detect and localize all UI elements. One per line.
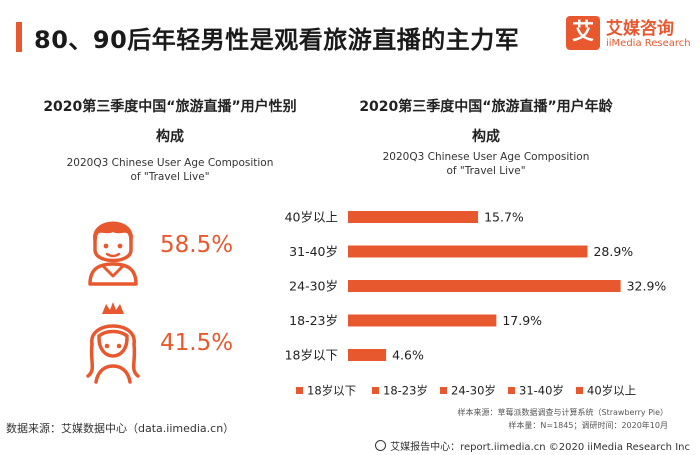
logo-text-cn: 艾媒咨询 <box>606 19 674 39</box>
female-user-icon <box>86 302 140 384</box>
report-footer: 艾媒报告中心：report.iimedia.cn ©2020 iiMedia R… <box>375 438 690 453</box>
brand-logo: 艾 艾媒咨询 iiMedia Research <box>566 12 691 60</box>
bar <box>348 314 497 327</box>
logo-text-en: iiMedia Research <box>606 38 691 49</box>
sample-source-note: 样本来源：草莓派数据调查与计算系统（Strawberry Pie） <box>457 408 668 417</box>
gender-chart-subtitle: 2020Q3 Chinese User Age Composition of "… <box>0 156 340 184</box>
value-label: 4.6% <box>392 348 424 363</box>
gender-chart-title: 2020第三季度中国“旅游直播”用户性别 构成 <box>0 92 340 152</box>
category-label: 18-23岁 <box>289 313 338 328</box>
legend-swatch <box>440 387 447 394</box>
value-label: 32.9% <box>627 279 667 294</box>
age-subtitle-line1: 2020Q3 Chinese User Age Composition <box>382 151 590 163</box>
gender-subtitle-line1: 2020Q3 Chinese User Age Composition <box>66 157 274 169</box>
legend-label: 18-23岁 <box>383 384 428 398</box>
bar <box>348 280 621 292</box>
title-accent-bar <box>16 22 22 52</box>
legend-label: 31-40岁 <box>519 384 564 398</box>
category-label: 31-40岁 <box>289 244 338 259</box>
report-center-icon <box>375 440 387 451</box>
female-percentage: 41.5% <box>160 330 234 356</box>
sample-size-note: 样本量：N=1845；调研时间：2020年10月 <box>508 421 668 430</box>
logo-mark: 艾 <box>566 16 600 50</box>
male-user-icon <box>88 221 138 286</box>
age-subtitle-line2: of "Travel Live" <box>446 165 526 177</box>
legend-label: 18岁以下 <box>307 384 356 398</box>
legend-label: 24-30岁 <box>451 384 496 398</box>
legend-swatch <box>508 387 515 394</box>
value-label: 17.9% <box>502 313 542 328</box>
gender-title-line2: 构成 <box>156 129 184 145</box>
gender-title-line1: 2020第三季度中国“旅游直播”用户性别 <box>43 99 297 115</box>
category-label: 24-30岁 <box>289 279 338 294</box>
legend-swatch <box>576 387 583 394</box>
legend-label: 40岁以上 <box>587 384 636 398</box>
category-label: 18岁以下 <box>285 348 338 363</box>
value-label: 15.7% <box>484 210 524 225</box>
bar <box>348 245 588 258</box>
age-title-line1: 2020第三季度中国“旅游直播”用户年龄 <box>359 99 613 115</box>
age-chart-subtitle: 2020Q3 Chinese User Age Composition of "… <box>322 150 650 178</box>
category-label: 40岁以上 <box>285 210 338 225</box>
male-percentage: 58.5% <box>160 232 234 258</box>
bar <box>348 211 479 223</box>
data-source: 数据来源：艾媒数据中心（data.iimedia.cn） <box>6 422 235 435</box>
legend-swatch <box>296 387 303 394</box>
report-center-text: 艾媒报告中心：report.iimedia.cn ©2020 iiMedia R… <box>390 442 690 453</box>
value-label: 28.9% <box>593 244 633 259</box>
page-title: 80、90后年轻男性是观看旅游直播的主力军 <box>34 26 520 54</box>
legend-swatch <box>372 387 379 394</box>
age-chart-title: 2020第三季度中国“旅游直播”用户年龄 构成 <box>322 92 650 152</box>
age-title-line2: 构成 <box>472 129 500 145</box>
gender-subtitle-line2: of "Travel Live" <box>130 171 210 183</box>
bar <box>348 349 387 361</box>
